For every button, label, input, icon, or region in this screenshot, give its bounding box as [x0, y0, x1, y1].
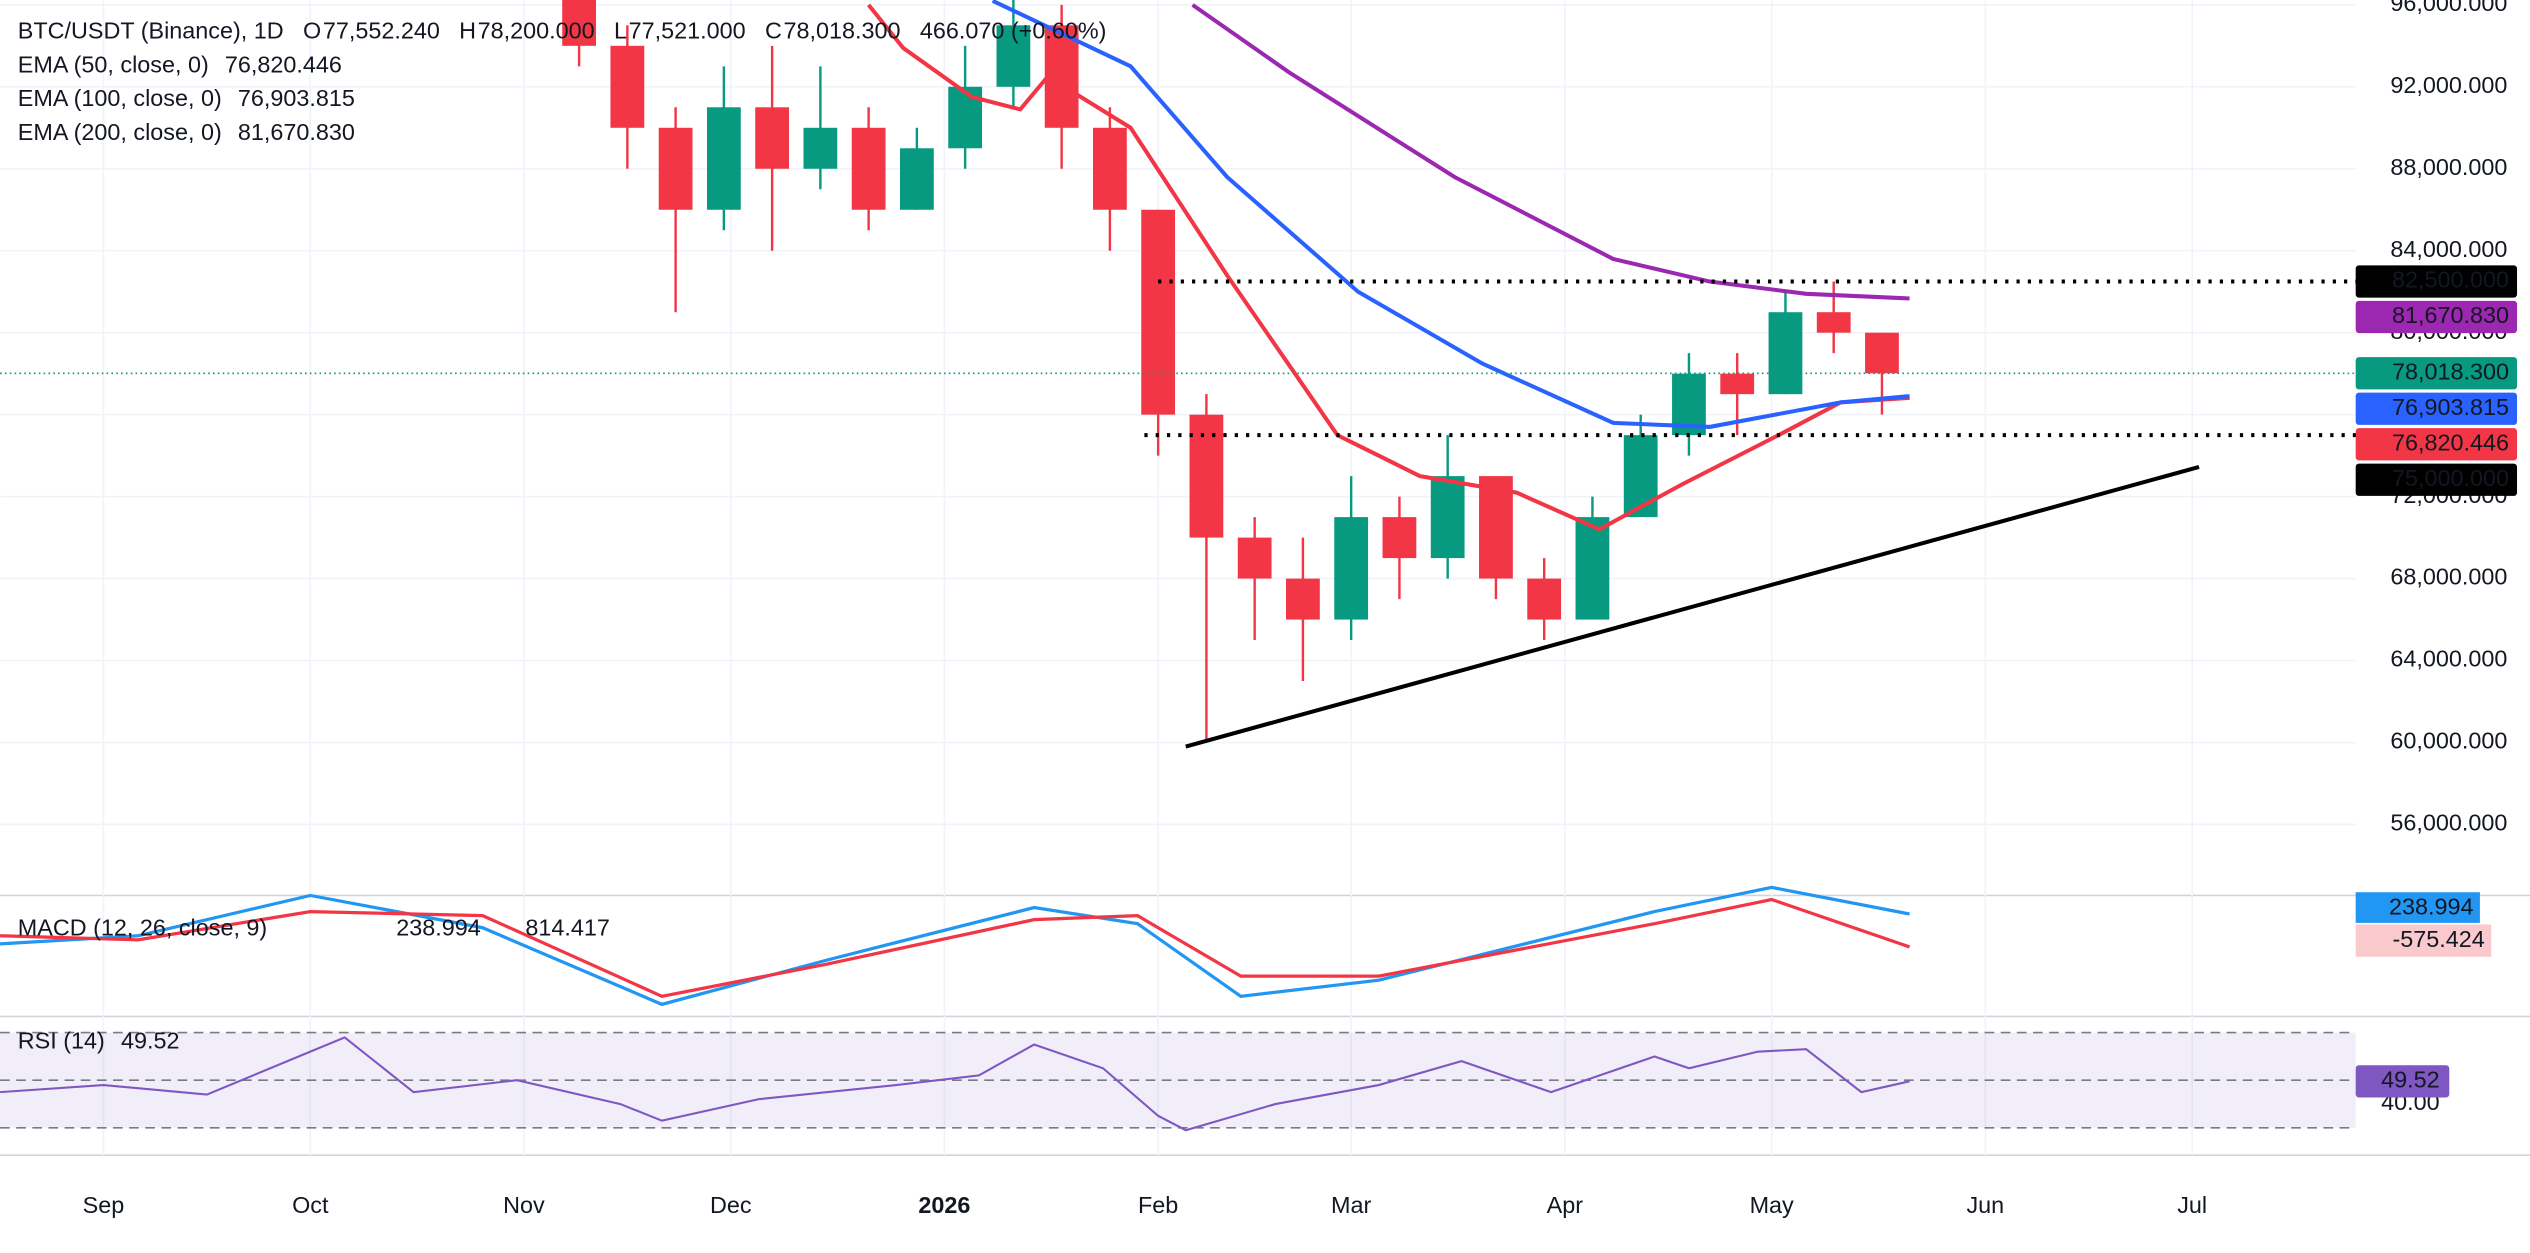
candle-body	[1093, 127, 1127, 210]
legend-value: 81,670.830	[238, 119, 355, 145]
candle-body	[1334, 517, 1369, 620]
signal-value: 814.417	[525, 915, 610, 941]
price-tag-label: 82,500.000	[2392, 267, 2509, 293]
candle-body	[899, 148, 934, 210]
header-field: 466.070 (+0.60%)	[920, 17, 1106, 43]
signal-line	[0, 897, 1911, 998]
rsi-tag	[2355, 1065, 2450, 1098]
legend-name: EMA (50, close, 0)	[18, 51, 209, 77]
x-tick-label: Sep	[83, 1192, 125, 1218]
candle-body	[851, 127, 886, 210]
price-tag-label: 76,820.446	[2392, 429, 2509, 455]
x-tick-label: Oct	[292, 1192, 329, 1218]
y-tick-label: 96,000.000	[2390, 0, 2507, 16]
header-field: L	[614, 17, 627, 43]
y-tick-label: 60,000.000	[2390, 728, 2507, 754]
trend-line	[1185, 464, 2200, 749]
y-tick-label: 56,000.000	[2390, 810, 2507, 836]
price-tag	[2355, 265, 2518, 298]
candle-body	[1816, 312, 1851, 333]
candle-body	[658, 127, 693, 210]
y-tick-label: 64,000.000	[2390, 646, 2507, 672]
price-tag	[2355, 357, 2518, 390]
header-field: 78,200.000	[478, 17, 595, 43]
x-tick-label: 2026	[918, 1192, 970, 1218]
candle-body	[610, 45, 645, 128]
macd-value: 238.994	[396, 915, 480, 941]
candle-body	[1623, 435, 1658, 518]
candle-body	[1865, 332, 1899, 374]
x-tick-label: Nov	[503, 1192, 545, 1218]
x-tick-label: Dec	[710, 1192, 752, 1218]
price-tag-label: 81,670.830	[2392, 302, 2509, 328]
legend-name: EMA (200, close, 0)	[18, 119, 222, 145]
header-field: 77,552.240	[323, 17, 440, 43]
macd-tag-label: 238.994	[2389, 894, 2474, 920]
candle-body	[1141, 209, 1176, 415]
rsi-line	[0, 1036, 1910, 1132]
candle-body	[1237, 537, 1272, 579]
signal-tag	[2355, 924, 2492, 957]
rsi-value: 49.52	[121, 1027, 179, 1053]
header-field: H	[459, 17, 476, 43]
y-tick-label: 84,000.000	[2390, 236, 2507, 262]
header-field: O	[303, 17, 321, 43]
ema-line	[1191, 3, 1910, 301]
price-tag-label: 75,000.000	[2392, 465, 2509, 491]
candle-body	[562, 0, 596, 46]
macd-tag	[2355, 892, 2480, 923]
candle-body	[1286, 578, 1320, 620]
legend-name: EMA (100, close, 0)	[18, 85, 222, 111]
signal-tag-label: -575.424	[2392, 926, 2484, 952]
candle-body	[996, 25, 1031, 87]
x-tick-label: Mar	[1331, 1192, 1371, 1218]
header-field: BTC/USDT (Binance), 1D	[18, 17, 284, 43]
candle-body	[1527, 578, 1562, 620]
x-tick-label: Jun	[1967, 1192, 2005, 1218]
y-tick-label: 92,000.000	[2390, 72, 2507, 98]
candle-body	[1382, 517, 1417, 559]
x-tick-label: May	[1750, 1192, 1794, 1218]
candle-body	[803, 127, 838, 169]
price-tag	[2355, 300, 2518, 334]
x-tick-label: Jul	[2177, 1192, 2207, 1218]
candle-body	[755, 107, 790, 169]
candle-body	[1768, 312, 1803, 395]
y-tick-label: 88,000.000	[2390, 154, 2507, 180]
header-field: 78,018.300	[784, 17, 901, 43]
ema-line	[991, 0, 1910, 429]
rsi-tag-label: 49.52	[2381, 1067, 2439, 1093]
y-tick-label: 68,000.000	[2390, 564, 2507, 590]
price-tag	[2355, 428, 2518, 461]
macd-title: MACD (12, 26, close, 9)	[18, 915, 267, 941]
x-tick-label: Apr	[1547, 1192, 1584, 1218]
candle-body	[1189, 414, 1224, 538]
legend-value: 76,820.446	[225, 51, 342, 77]
candle-body	[1479, 476, 1513, 579]
price-tag-label: 76,903.815	[2392, 394, 2509, 420]
macd-line	[0, 885, 1910, 1007]
price-tag	[2355, 463, 2518, 496]
candle-body	[1720, 373, 1755, 395]
legend-value: 76,903.815	[238, 85, 355, 111]
price-tag	[2355, 392, 2518, 425]
rsi-title: RSI (14)	[18, 1027, 105, 1053]
header-field: C	[765, 17, 782, 43]
candle-body	[1430, 476, 1465, 559]
price-tag-label: 78,018.300	[2392, 358, 2509, 384]
header-field: 77,521.000	[629, 17, 746, 43]
candle-body	[1575, 517, 1610, 620]
x-tick-label: Feb	[1138, 1192, 1178, 1218]
candle-body	[706, 107, 741, 210]
candle-body	[948, 86, 983, 149]
